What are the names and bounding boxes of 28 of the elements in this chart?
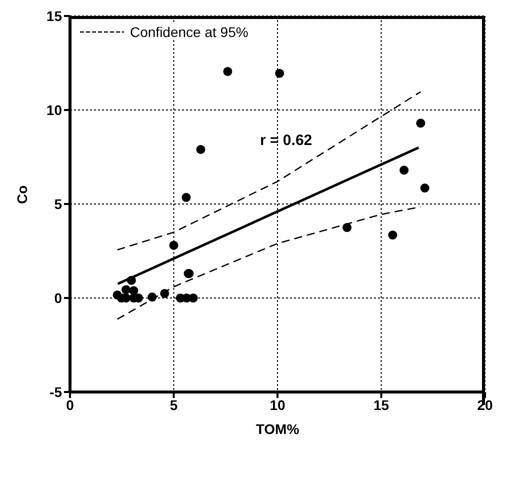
point: [169, 240, 178, 250]
point: [182, 192, 191, 202]
point: [223, 66, 232, 76]
x-tick-label: 5: [170, 396, 178, 413]
point: [416, 118, 426, 128]
x-tick-label: 10: [270, 396, 286, 413]
x-axis-title: TOM%: [256, 421, 300, 437]
point: [160, 288, 170, 298]
point: [275, 68, 284, 78]
annotation: r = 0.62: [260, 132, 312, 149]
point: [420, 184, 430, 193]
legend-label: Confidence at 95%: [130, 24, 248, 40]
point: [342, 222, 352, 232]
point: [122, 285, 131, 294]
point: [400, 166, 409, 175]
y-tick-label: 0: [54, 290, 62, 306]
y-tick-label: -5: [50, 384, 62, 400]
x-tick-label: 0: [66, 396, 74, 413]
point: [196, 144, 206, 154]
y-tick-label: 15: [46, 8, 62, 24]
y-axis-title: Co: [14, 185, 30, 204]
x-tick-label: 15: [373, 396, 390, 413]
y-tick-label: 5: [54, 196, 62, 212]
point: [148, 292, 157, 302]
point: [388, 230, 398, 240]
point: [126, 276, 136, 285]
y-tick-label: 10: [46, 102, 62, 118]
point: [188, 293, 198, 303]
